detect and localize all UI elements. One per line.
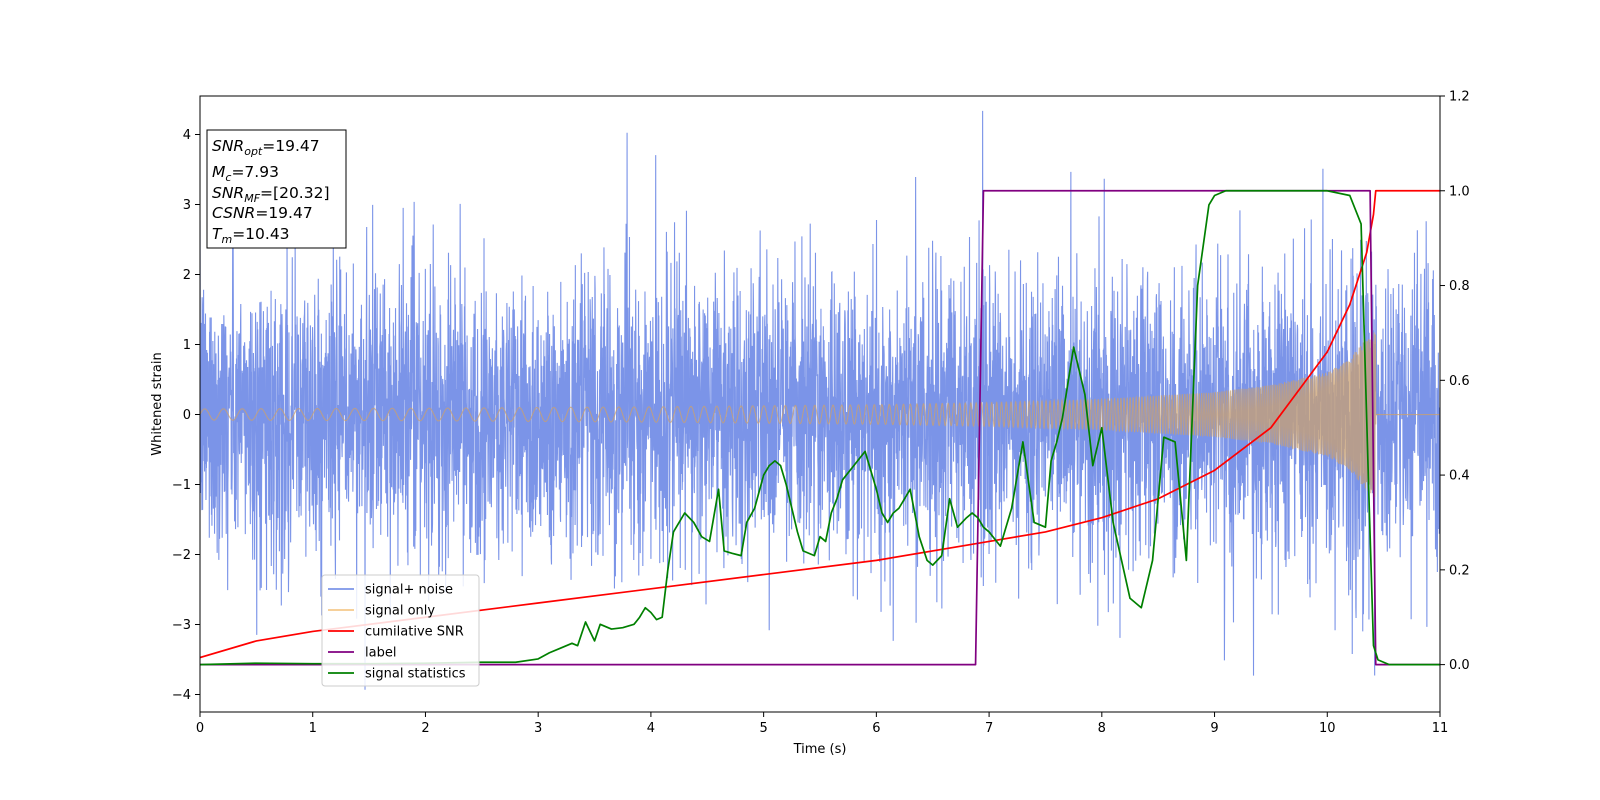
info-mc-base: M [212, 163, 225, 181]
legend-label: signal only [365, 604, 435, 619]
signal-statistics-line [200, 189, 1440, 666]
info-csnr: CSNR=19.47 [212, 204, 313, 222]
info-tm-base: T [212, 225, 223, 243]
signal-noise-line [200, 110, 1440, 690]
y-right-tick-label: 1.2 [1449, 90, 1470, 105]
legend-label: signal+ noise [365, 583, 453, 598]
info-csnr-value: =19.47 [255, 204, 312, 222]
y-axis-label: Whitened strain [150, 352, 165, 455]
info-snr-opt-base: SNR [212, 137, 244, 155]
info-tm-sub: m [221, 233, 232, 246]
y-right-tick-label: 1.0 [1449, 184, 1470, 199]
y-left-tick-label: 4 [183, 128, 191, 143]
info-mc-sub: c [225, 171, 231, 184]
y-axis-left: −4 −3 −2 −1 0 1 2 3 4 [172, 128, 200, 703]
y-right-tick-label: 0.8 [1449, 279, 1470, 294]
x-tick-label: 8 [1098, 721, 1106, 736]
y-right-tick-label: 0.2 [1449, 563, 1470, 578]
y-left-tick-label: 1 [183, 338, 191, 353]
signal-noise-series [200, 110, 1440, 690]
y-left-tick-label: 3 [183, 198, 191, 213]
info-tm-value: =10.43 [232, 225, 289, 243]
y-left-tick-label: −4 [172, 688, 191, 703]
y-left-tick-label: 2 [183, 268, 191, 283]
x-tick-label: 1 [309, 721, 317, 736]
info-snr-mf-sub: MF [244, 192, 260, 205]
y-right-tick-label: 0.4 [1449, 469, 1470, 484]
x-axis: 0 1 2 3 4 5 6 7 8 9 10 11 [196, 712, 1448, 736]
info-box-frame [206, 129, 347, 249]
info-tm: Tm=10.43 [212, 225, 290, 246]
legend-label: label [365, 646, 396, 661]
y-left-tick-label: 0 [183, 408, 191, 423]
info-snr-opt: SNRopt=19.47 [212, 137, 320, 158]
info-snr-opt-sub: opt [244, 145, 263, 158]
x-tick-label: 6 [872, 721, 880, 736]
y-axis-right: 0.0 0.2 0.4 0.6 0.8 1.0 1.2 [1440, 90, 1470, 673]
info-snr-mf-base: SNR [212, 184, 244, 202]
y-left-tick-label: −1 [172, 478, 191, 493]
x-axis-label: Time (s) [793, 742, 847, 757]
axes-frame [199, 95, 1441, 713]
info-snr-opt-value: =19.47 [262, 137, 319, 155]
label-line [200, 189, 1440, 666]
legend-label: cumilative SNR [365, 625, 464, 640]
legend-frame [321, 574, 480, 687]
x-tick-label: 2 [421, 721, 429, 736]
x-tick-label: 5 [759, 721, 767, 736]
signal-only-line [200, 332, 1440, 497]
info-snr-mf: SNRMF=[20.32] [212, 184, 330, 205]
legend: signal+ noise signal only cumilative SNR la… [321, 574, 480, 687]
y-right-tick-label: 0.0 [1449, 658, 1470, 673]
y-left-tick-label: −2 [172, 548, 191, 563]
x-tick-label: 4 [647, 721, 655, 736]
x-tick-label: 0 [196, 721, 204, 736]
x-tick-label: 10 [1319, 721, 1336, 736]
x-tick-label: 9 [1210, 721, 1218, 736]
x-tick-label: 7 [985, 721, 993, 736]
legend-label: signal statistics [365, 667, 466, 682]
info-mc-value: =7.93 [231, 163, 279, 181]
y-right-tick-label: 0.6 [1449, 374, 1470, 389]
info-snr-mf-value: =[20.32] [260, 184, 329, 202]
x-tick-label: 11 [1432, 721, 1449, 736]
info-csnr-base: CSNR [212, 204, 255, 222]
info-mc: Mc=7.93 [212, 163, 279, 184]
signal-only-series [200, 332, 1440, 497]
x-tick-label: 3 [534, 721, 542, 736]
info-annotation-box: SNRopt=19.47 Mc=7.93 SNRMF=[20.32] CSNR=… [206, 129, 347, 249]
y-left-tick-label: −3 [172, 618, 191, 633]
